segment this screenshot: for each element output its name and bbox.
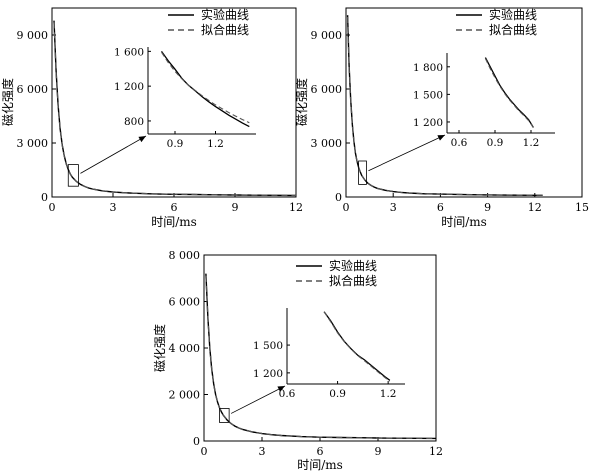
- zoom-arrow-head: [437, 135, 445, 141]
- inset-x-tick-label: 1.2: [523, 137, 540, 149]
- inset-background: [287, 308, 405, 384]
- chart-panel-3: 0 3 6 9 12 0 2 000 4 000 6 000 8 000 时间/ms 磁化强度 实验曲线…: [152, 249, 443, 472]
- x-tick-label: 12: [289, 201, 303, 214]
- plot-frame: [345, 7, 583, 198]
- legend-label-2: 拟合曲线: [329, 273, 377, 288]
- inset-series-line-2: [484, 58, 534, 128]
- series-line-2: [347, 16, 543, 196]
- x-tick-label: 9: [484, 201, 491, 214]
- inset-chart: 0.9 1.2 800 1 200 1 600: [114, 46, 256, 150]
- inset-x-tick-label: 0.9: [487, 137, 504, 149]
- zoom-arrow-head: [138, 136, 146, 143]
- y-tick-label: 4 000: [169, 342, 201, 355]
- x-tick-label: 6: [437, 201, 444, 214]
- inset-series-line-1: [484, 57, 534, 128]
- inset-series-line-2: [323, 311, 391, 382]
- x-tick-label: 9: [232, 201, 239, 214]
- inset-y-tick-label: 1 200: [114, 81, 144, 93]
- inset-x-tick-label: 1.2: [380, 388, 397, 400]
- zoom-arrow: [368, 134, 446, 172]
- zoom-box: [67, 164, 79, 187]
- zoom-arrow: [80, 135, 147, 174]
- y-tick-label: 3 000: [311, 137, 343, 150]
- y-tick-label: 0: [193, 435, 200, 448]
- inset-chart: 0.6 0.9 1.2 1 200 1 500 1 800: [413, 53, 555, 149]
- x-axis-label: 时间/ms: [441, 215, 487, 229]
- inset-y-tick-label: 1 800: [413, 62, 443, 74]
- inset-y-tick-label: 1 200: [413, 117, 443, 129]
- inset-background: [148, 47, 256, 134]
- x-tick-label: 0: [343, 201, 350, 214]
- y-tick-label: 6 000: [311, 83, 343, 96]
- x-axis-label: 时间/ms: [297, 458, 343, 472]
- inset-x-tick-label: 0.6: [279, 388, 296, 400]
- y-tick-label: 3 000: [17, 137, 49, 150]
- zoom-box: [358, 160, 367, 185]
- y-tick-label: 6 000: [169, 296, 201, 309]
- y-tick-label: 6 000: [17, 83, 49, 96]
- y-tick-label: 2 000: [169, 389, 201, 402]
- x-tick-label: 3: [390, 201, 397, 214]
- chart-panel-2: 0 3 6 9 12 15 0 3 000 6 000 9 000 时间/ms 磁化强度 实验曲线拟合曲…: [294, 7, 589, 229]
- x-tick-label: 3: [110, 201, 117, 214]
- y-axis-label: 磁化强度: [0, 78, 15, 126]
- x-tick-label: 12: [528, 201, 542, 214]
- inset-series-line-1: [160, 51, 250, 128]
- inset-background: [447, 53, 555, 133]
- inset-y-tick-label: 800: [124, 116, 144, 128]
- inset-y-tick-label: 1 200: [253, 368, 283, 380]
- y-tick-label: 0: [335, 191, 342, 204]
- inset-y-tick-label: 1 600: [114, 46, 144, 58]
- inset-x-tick-label: 0.9: [329, 388, 346, 400]
- x-axis-label: 时间/ms: [151, 215, 197, 229]
- zoom-arrow-head: [277, 386, 285, 392]
- inset-chart: 0.6 0.9 1.2 1 200 1 500: [253, 308, 405, 400]
- x-tick-label: 12: [429, 445, 443, 458]
- x-tick-label: 3: [259, 445, 266, 458]
- series-line-1: [53, 20, 297, 197]
- legend-label-2: 拟合曲线: [201, 22, 249, 37]
- inset-x-tick-label: 0.6: [451, 137, 468, 149]
- zoom-box: [219, 408, 230, 423]
- inset-x-tick-label: 1.2: [207, 138, 224, 150]
- series-line-2: [205, 275, 437, 439]
- x-tick-label: 0: [201, 445, 208, 458]
- inset-series-line-2: [161, 51, 250, 124]
- x-tick-label: 15: [575, 201, 589, 214]
- y-tick-label: 9 000: [17, 29, 49, 42]
- x-tick-label: 6: [317, 445, 324, 458]
- inset-x-tick-label: 0.9: [167, 138, 184, 150]
- x-tick-label: 9: [375, 445, 382, 458]
- zoom-arrow: [230, 385, 286, 414]
- legend-label-1: 实验曲线: [489, 7, 537, 22]
- y-tick-label: 9 000: [311, 29, 343, 42]
- y-tick-label: 8 000: [169, 249, 201, 262]
- inset-y-tick-label: 1 500: [413, 89, 443, 101]
- x-tick-label: 0: [49, 201, 56, 214]
- inset-y-tick-label: 1 500: [253, 340, 283, 352]
- legend-label-1: 实验曲线: [329, 258, 377, 273]
- x-tick-label: 6: [171, 201, 178, 214]
- y-tick-label: 0: [41, 191, 48, 204]
- y-axis-label: 磁化强度: [152, 324, 167, 372]
- y-axis-label: 磁化强度: [294, 78, 309, 126]
- legend-label-1: 实验曲线: [201, 7, 249, 22]
- legend-label-2: 拟合曲线: [489, 22, 537, 37]
